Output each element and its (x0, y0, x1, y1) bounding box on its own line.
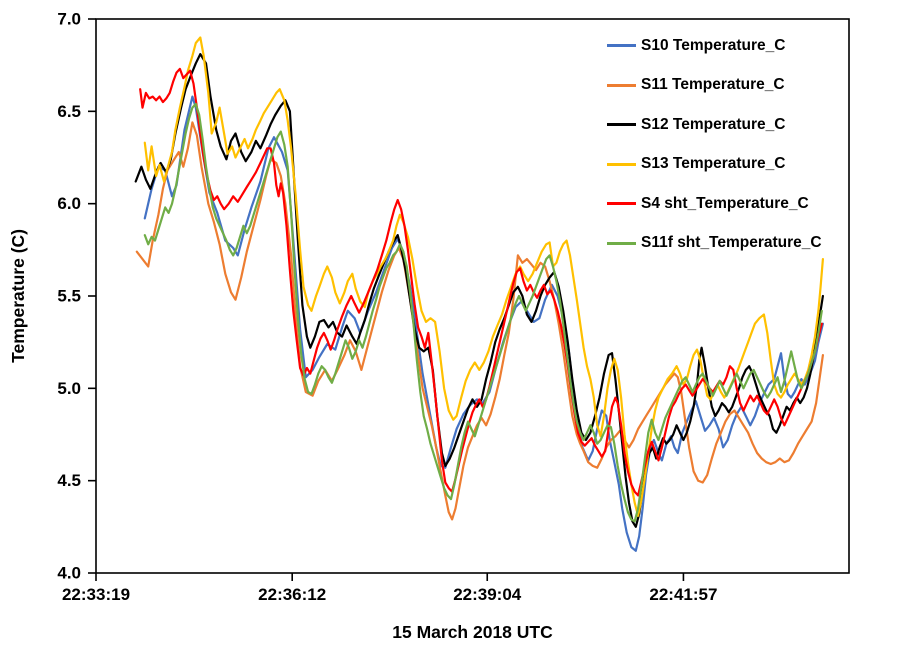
legend-label: S12 Temperature_C (641, 115, 786, 133)
legend-swatch-line (607, 241, 636, 245)
y-tick-label: 5.5 (57, 287, 81, 306)
legend-item-S10: S10 Temperature_C (607, 26, 822, 66)
y-axis-title-wrap: Temperature (C) (8, 0, 29, 592)
y-tick-label: 6.5 (57, 102, 81, 121)
x-tick-label: 22:41:57 (649, 585, 717, 604)
y-axis-title: Temperature (C) (8, 229, 28, 363)
x-axis-title: 15 March 2018 UTC (392, 622, 553, 642)
y-tick-label: 6.0 (57, 194, 81, 213)
legend-label: S11f sht_Temperature_C (641, 234, 822, 252)
axis-tick-labels: 7.0 6.5 6.0 5.5 5.0 4.5 4.0 22:33:19 22:36:12 22:… (57, 10, 717, 605)
legend-swatch-line (607, 83, 636, 87)
legend-label: S13 Temperature_C (641, 155, 786, 173)
legend-label: S11 Temperature_C (641, 76, 785, 94)
series-line-S12 (134, 52, 825, 528)
series-line-S13 (143, 36, 825, 517)
axis-ticks (88, 18, 685, 581)
legend-swatch-line (607, 123, 636, 127)
legend-swatch-line (607, 202, 636, 206)
legend-item-S11: S11 Temperature_C (607, 66, 822, 106)
x-tick-label: 22:33:19 (62, 585, 130, 604)
legend-swatch-line (607, 162, 636, 166)
legend-label: S4 sht_Temperature_C (641, 194, 809, 212)
x-tick-label: 22:39:04 (453, 585, 522, 604)
chart-series (134, 36, 825, 552)
y-tick-label: 5.0 (57, 379, 81, 398)
chart-legend: S10 Temperature_C S11 Temperature_C S12 Te… (607, 26, 822, 263)
legend-label: S10 Temperature_C (641, 36, 786, 54)
legend-swatch-line (607, 44, 636, 48)
legend-item-S11f: S11f sht_Temperature_C (607, 224, 822, 264)
y-tick-label: 4.0 (57, 564, 81, 583)
legend-item-S4: S4 sht_Temperature_C (607, 184, 822, 224)
y-tick-label: 4.5 (57, 471, 81, 490)
series-line-S11 (135, 121, 825, 521)
x-tick-label: 22:36:12 (258, 585, 326, 604)
legend-item-S12: S12 Temperature_C (607, 105, 822, 145)
legend-item-S13: S13 Temperature_C (607, 145, 822, 185)
y-tick-label: 7.0 (57, 10, 81, 29)
series-line-S11f (143, 102, 823, 523)
